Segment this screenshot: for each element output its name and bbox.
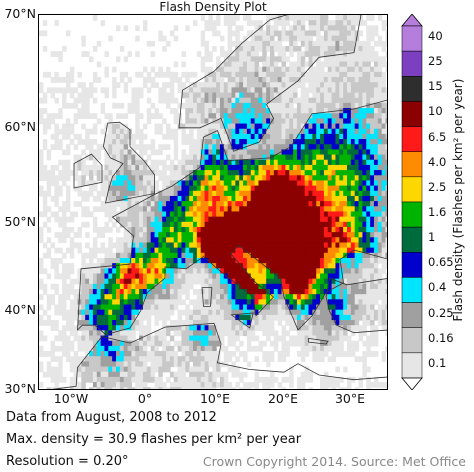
colorbar-tick-label: 10 [428, 104, 443, 119]
lat-label-60n: 60°N [4, 119, 36, 134]
colorbar-tick-label: 0.16 [428, 330, 454, 345]
lat-label-40n: 40°N [4, 302, 36, 317]
colorbar-extend-min [401, 377, 423, 390]
map-title: Flash Density Plot [159, 0, 267, 14]
colorbar-bin [401, 352, 423, 379]
resolution-text: Resolution = 0.20° [6, 454, 129, 469]
copyright-text: Crown Copyright 2014. Source: Met Office [202, 454, 466, 469]
lightning-density-map [39, 15, 387, 389]
colorbar-bin [401, 126, 423, 152]
lon-label-10e: 10°E [199, 391, 231, 406]
map-area [38, 14, 388, 390]
colorbar-bin [401, 302, 423, 328]
colorbar-bin [401, 76, 423, 102]
colorbar-tick-label: 25 [428, 54, 443, 69]
colorbar-bin [401, 252, 423, 278]
colorbar-tick-label: 1 [428, 230, 436, 245]
colorbar-tick-label: 4.0 [428, 154, 447, 169]
density-cells [39, 15, 387, 389]
colorbar-tick-label: 0.4 [428, 280, 447, 295]
colorbar [401, 14, 423, 390]
colorbar-bin [401, 327, 423, 354]
colorbar-tick-label: 0.1 [428, 355, 447, 370]
colorbar-bin [401, 277, 423, 303]
colorbar-tick-label: 2.5 [428, 179, 447, 194]
lat-label-50n: 50°N [4, 214, 36, 229]
colorbar-title: Flash density (Flashes per km² per year) [451, 78, 465, 322]
colorbar-tick-label: 1.6 [428, 205, 447, 219]
colorbar-tick-label: 40 [428, 29, 443, 43]
lon-label-10w: 10°W [53, 391, 89, 406]
max-density-text: Max. density = 30.9 flashes per km² per … [6, 432, 302, 447]
colorbar-bin [401, 151, 423, 178]
colorbar-bin [401, 50, 423, 77]
lon-label-0: 0° [137, 391, 153, 406]
colorbar-tick-label: 15 [428, 79, 443, 94]
lat-label-70n: 70°N [4, 6, 36, 21]
lon-label-20e: 20°E [267, 391, 299, 406]
lon-label-30e: 30°E [334, 391, 366, 406]
colorbar-bin [401, 201, 423, 228]
colorbar-bin [401, 25, 423, 52]
data-range-text: Data from August, 2008 to 2012 [6, 410, 217, 425]
lat-label-30n: 30°N [4, 381, 36, 396]
colorbar-bin [401, 101, 423, 127]
colorbar-tick-label: 0.65 [428, 255, 454, 270]
colorbar-bin [401, 226, 423, 253]
colorbar-extend-max [401, 14, 423, 27]
colorbar-tick-label: 0.25 [428, 305, 454, 320]
colorbar-tick-label: 6.5 [428, 129, 447, 144]
coastlines [51, 15, 387, 389]
colorbar-bin [401, 176, 423, 203]
